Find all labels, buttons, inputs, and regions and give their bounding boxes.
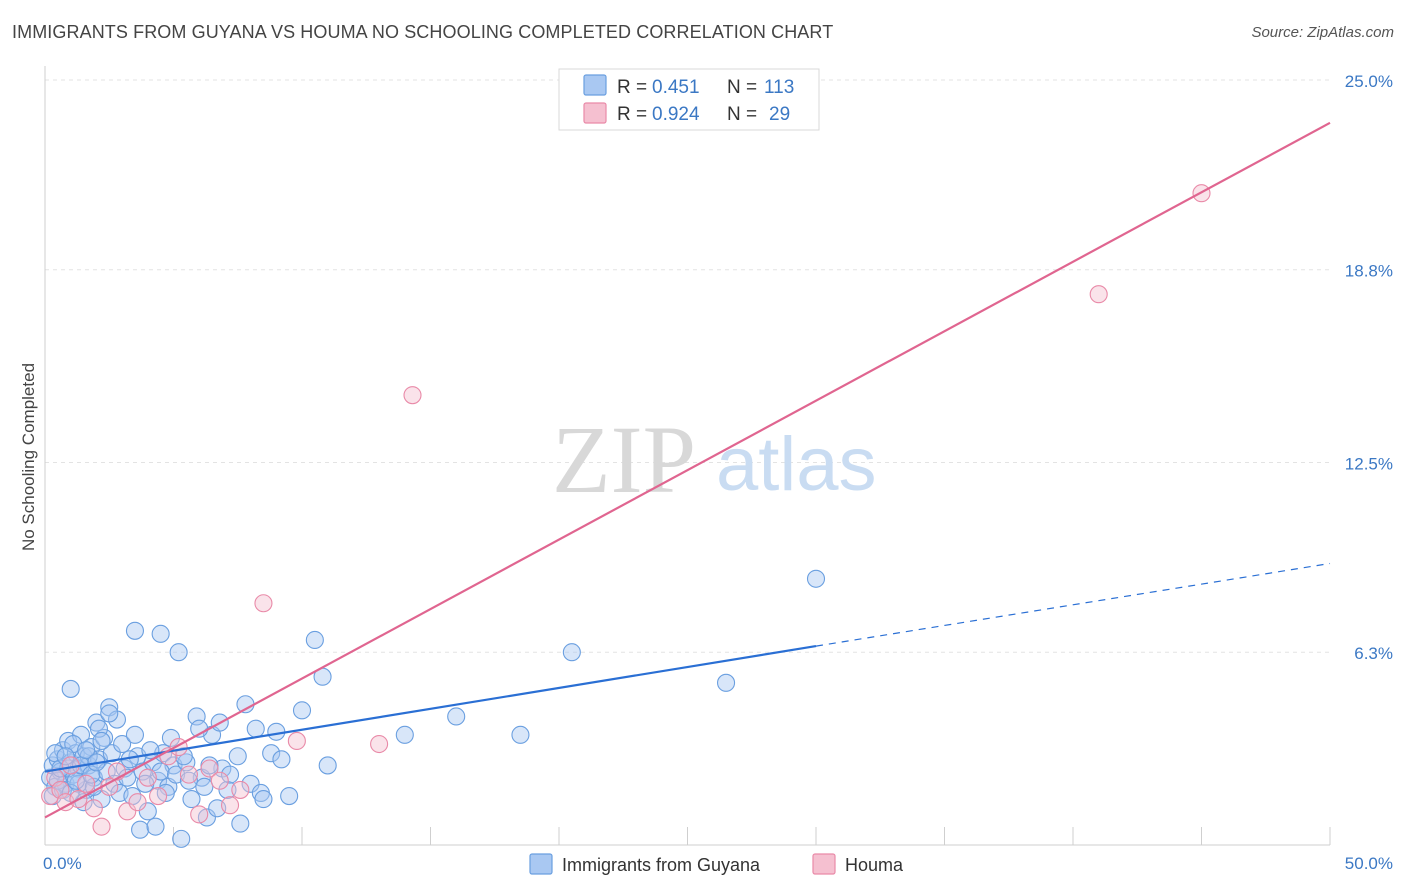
guyana-trend-line: [45, 646, 816, 771]
x-tick-label-min: 0.0%: [43, 854, 82, 873]
watermark-atlas: atlas: [716, 422, 877, 507]
bottom-legend-houma: Houma: [845, 855, 904, 875]
scatter-chart: ZIP atlas 6.3% 12.5% 18.8% 25.0% 0.0% 50.0% N…: [0, 0, 1406, 892]
bottom-legend-guyana: Immigrants from Guyana: [562, 855, 761, 875]
legend-r-value-1: 0.451: [652, 77, 700, 98]
houma-point-25: [371, 736, 388, 753]
y-tick-label-0: 6.3%: [1354, 644, 1393, 663]
guyana-point-98: [268, 723, 285, 740]
legend-r-label-2: R =: [617, 104, 647, 125]
guyana-point-49: [93, 732, 110, 749]
guyana-point-107: [396, 726, 413, 743]
y-tick-label-1: 12.5%: [1345, 455, 1393, 474]
houma-point-7: [85, 800, 102, 817]
legend-r-value-2: 0.924: [652, 104, 700, 125]
guyana-point-104: [306, 631, 323, 648]
guyana-point-86: [232, 815, 249, 832]
houma-point-6: [78, 775, 95, 792]
guyana-point-110: [563, 644, 580, 661]
guyana-point-70: [173, 830, 190, 847]
houma-point-17: [180, 766, 197, 783]
guyana-point-65: [147, 818, 164, 835]
guyana-point-93: [152, 625, 169, 642]
guyana-point-95: [196, 778, 213, 795]
guyana-point-97: [247, 720, 264, 737]
y-tick-label-3: 25.0%: [1345, 72, 1393, 91]
guyana-point-94: [170, 644, 187, 661]
series-legend: Immigrants from Guyana Houma: [530, 854, 904, 875]
trend-lines: [45, 123, 1330, 818]
y-tick-label-2: 18.8%: [1345, 262, 1393, 281]
legend-n-label-2: N =: [727, 104, 757, 125]
legend-n-value-1: 113: [764, 77, 794, 98]
guyana-point-61: [126, 726, 143, 743]
houma-point-27: [1090, 286, 1107, 303]
houma-point-8: [93, 818, 110, 835]
guyana-point-106: [319, 757, 336, 774]
watermark: ZIP atlas: [552, 406, 877, 513]
houma-point-21: [222, 797, 239, 814]
bottom-swatch-guyana: [530, 854, 552, 874]
guyana-point-109: [512, 726, 529, 743]
houma-point-12: [129, 794, 146, 811]
houma-point-26: [404, 387, 421, 404]
guyana-point-91: [101, 705, 118, 722]
correlation-legend: R = 0.451 N = 113 R = 0.924 N = 29: [559, 69, 819, 130]
y-axis-label: No Schooling Completed: [19, 363, 38, 551]
guyana-trend-extension: [816, 563, 1330, 646]
legend-swatch-guyana: [584, 75, 606, 95]
guyana-point-101: [255, 791, 272, 808]
bottom-swatch-houma: [813, 854, 835, 874]
legend-swatch-houma: [584, 103, 606, 123]
guyana-point-99: [281, 788, 298, 805]
houma-point-14: [150, 788, 167, 805]
houma-point-22: [232, 781, 249, 798]
watermark-zip: ZIP: [552, 406, 696, 513]
legend-r-label-1: R =: [617, 77, 647, 98]
x-tick-label-max: 50.0%: [1345, 854, 1393, 873]
houma-trend-line: [45, 123, 1330, 818]
guyana-point-62: [132, 821, 149, 838]
guyana-point-92: [126, 622, 143, 639]
houma-point-23: [255, 595, 272, 612]
legend-n-value-2: 29: [769, 104, 790, 125]
guyana-point-108: [448, 708, 465, 725]
guyana-point-72: [183, 791, 200, 808]
guyana-point-103: [294, 702, 311, 719]
guyana-point-102: [273, 751, 290, 768]
guyana-point-90: [62, 680, 79, 697]
houma-point-13: [139, 769, 156, 786]
guyana-point-111: [718, 674, 735, 691]
guyana-point-96: [229, 748, 246, 765]
grid-lines: [45, 80, 1330, 652]
guyana-point-112: [808, 570, 825, 587]
houma-point-18: [191, 806, 208, 823]
houma-point-24: [288, 732, 305, 749]
houma-point-20: [211, 772, 228, 789]
legend-n-label-1: N =: [727, 77, 757, 98]
